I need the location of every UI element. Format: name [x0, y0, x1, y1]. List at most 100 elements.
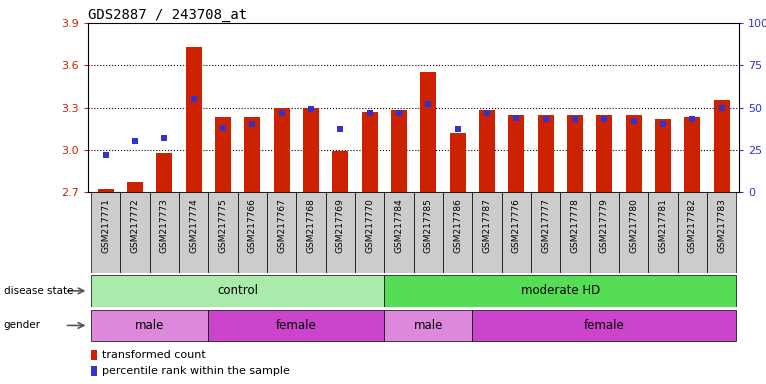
Point: [656, 121, 669, 127]
Text: GSM217785: GSM217785: [424, 199, 433, 253]
Bar: [385, 192, 414, 273]
Point: [569, 116, 581, 122]
Bar: [332, 151, 349, 192]
Bar: [273, 108, 290, 192]
Bar: [684, 118, 700, 192]
Text: GSM217783: GSM217783: [717, 199, 726, 253]
Bar: [244, 118, 260, 192]
Text: GSM217784: GSM217784: [394, 199, 404, 253]
Bar: [473, 192, 502, 273]
Point: [276, 109, 288, 116]
Bar: [120, 192, 149, 273]
Text: gender: gender: [4, 320, 41, 331]
Point: [539, 116, 552, 122]
Text: transformed count: transformed count: [102, 350, 206, 360]
Point: [451, 126, 463, 132]
Text: GSM217787: GSM217787: [483, 199, 492, 253]
Bar: [560, 192, 590, 273]
Text: GSM217767: GSM217767: [277, 199, 286, 253]
Bar: [619, 192, 648, 273]
Text: moderate HD: moderate HD: [521, 285, 600, 297]
Bar: [707, 192, 736, 273]
Text: GSM217779: GSM217779: [600, 199, 609, 253]
Bar: [538, 114, 554, 192]
Text: GSM217773: GSM217773: [160, 199, 169, 253]
Point: [686, 116, 699, 122]
Text: percentile rank within the sample: percentile rank within the sample: [102, 366, 290, 376]
Text: GSM217769: GSM217769: [336, 199, 345, 253]
Bar: [508, 114, 525, 192]
Text: GSM217777: GSM217777: [541, 199, 550, 253]
Bar: [91, 192, 120, 273]
Bar: [326, 192, 355, 273]
Point: [334, 126, 346, 132]
Text: GSM217771: GSM217771: [101, 199, 110, 253]
Text: female: female: [276, 319, 316, 332]
Bar: [296, 192, 326, 273]
Text: control: control: [218, 285, 258, 297]
Bar: [479, 110, 495, 192]
Bar: [355, 192, 385, 273]
Bar: [127, 182, 143, 192]
Text: GSM217775: GSM217775: [218, 199, 228, 253]
Text: GSM217768: GSM217768: [306, 199, 316, 253]
Point: [100, 152, 112, 158]
Text: female: female: [584, 319, 624, 332]
Bar: [208, 310, 385, 341]
Bar: [385, 310, 473, 341]
Point: [481, 109, 493, 116]
Bar: [414, 192, 443, 273]
Bar: [626, 114, 642, 192]
Bar: [237, 192, 267, 273]
Bar: [149, 192, 179, 273]
Bar: [655, 119, 671, 192]
Text: GSM217778: GSM217778: [571, 199, 579, 253]
Text: GSM217770: GSM217770: [365, 199, 374, 253]
Point: [305, 106, 317, 112]
Bar: [91, 366, 97, 376]
Point: [129, 138, 141, 144]
Text: GSM217766: GSM217766: [248, 199, 257, 253]
Text: GSM217774: GSM217774: [189, 199, 198, 253]
Bar: [590, 192, 619, 273]
Bar: [156, 152, 172, 192]
Bar: [385, 275, 736, 306]
Text: GSM217772: GSM217772: [130, 199, 139, 253]
Point: [188, 96, 200, 102]
Text: GSM217776: GSM217776: [512, 199, 521, 253]
Point: [364, 109, 376, 116]
Bar: [91, 275, 385, 306]
Point: [217, 125, 229, 131]
Bar: [567, 114, 583, 192]
Bar: [531, 192, 560, 273]
Point: [510, 114, 522, 121]
Bar: [179, 192, 208, 273]
Text: GSM217781: GSM217781: [659, 199, 667, 253]
Bar: [596, 114, 612, 192]
Text: GSM217786: GSM217786: [453, 199, 462, 253]
Text: male: male: [135, 319, 165, 332]
Text: male: male: [414, 319, 443, 332]
Text: disease state: disease state: [4, 286, 74, 296]
Bar: [678, 192, 707, 273]
Point: [393, 109, 405, 116]
Bar: [713, 101, 730, 192]
Bar: [362, 112, 378, 192]
Bar: [267, 192, 296, 273]
Point: [598, 116, 611, 122]
Bar: [303, 108, 319, 192]
Point: [627, 118, 640, 124]
Bar: [648, 192, 678, 273]
Bar: [91, 310, 208, 341]
Bar: [502, 192, 531, 273]
Point: [715, 104, 728, 111]
Text: GDS2887 / 243708_at: GDS2887 / 243708_at: [88, 8, 247, 22]
Point: [246, 121, 258, 127]
Bar: [91, 350, 97, 360]
Point: [159, 135, 171, 141]
Text: GSM217782: GSM217782: [688, 199, 697, 253]
Bar: [473, 310, 736, 341]
Bar: [421, 72, 437, 192]
Bar: [97, 189, 114, 192]
Bar: [185, 47, 201, 192]
